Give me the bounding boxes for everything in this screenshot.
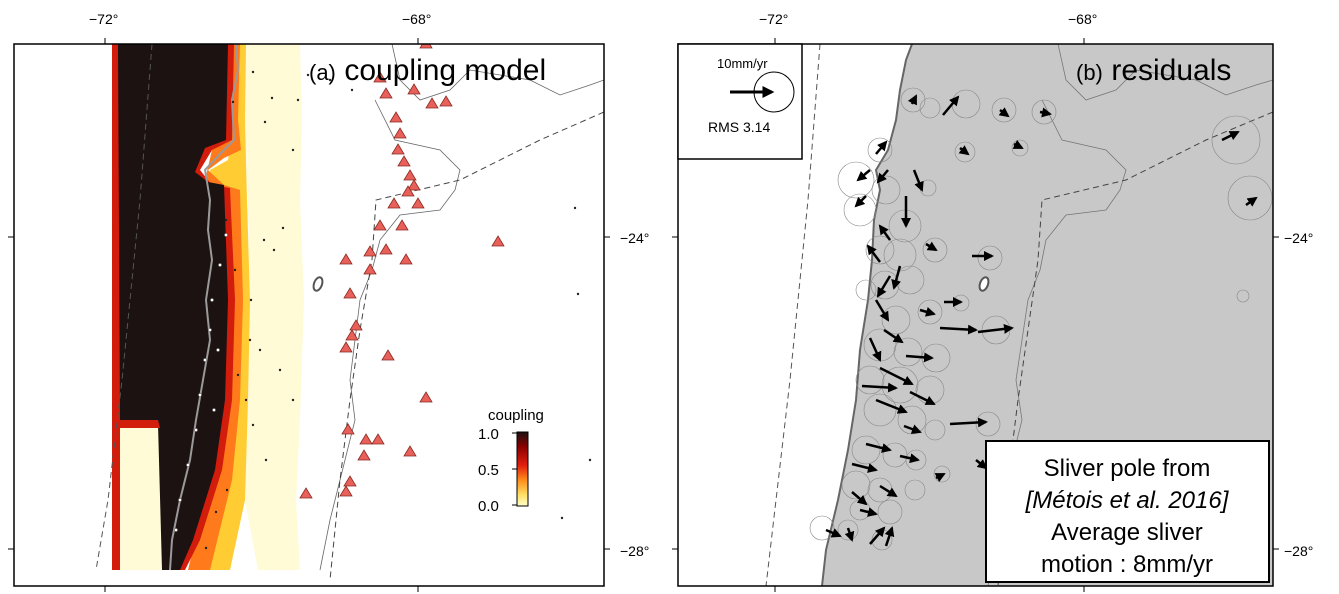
sliver-note-line-3: Average sliver [1051, 519, 1203, 546]
trench-line-b [765, 44, 821, 586]
colorbar-label-mid: 0.5 [478, 462, 499, 479]
dashed-boundary [329, 111, 604, 581]
panel-b-lon-tick-right: −68° [1068, 11, 1097, 27]
sliver-note-box [985, 440, 1270, 583]
panel-a-title-main: coupling model [344, 54, 546, 87]
panel-a-ticks [8, 38, 610, 592]
scale-legend-speed: 10mm/yr [717, 56, 768, 71]
colorbar-title: coupling [488, 407, 544, 424]
panel-b-lon-tick-left: −72° [759, 11, 788, 27]
salar-outline [312, 276, 324, 292]
volcano-triangles [299, 44, 505, 499]
panel-b-lat-tick-24: −24° [1284, 230, 1313, 246]
panel-b-title: (b) residuals [1076, 54, 1231, 87]
scale-legend: 10mm/yr RMS 3.14 [677, 43, 803, 160]
sliver-note: Sliver pole from [Métois et al. 2016] Av… [985, 440, 1270, 583]
scale-legend-rms: RMS 3.14 [708, 119, 770, 135]
panel-b-ticks [672, 38, 1279, 592]
panel-a-title: (a) coupling model [309, 54, 546, 87]
sliver-note-line-4: motion : 8mm/yr [1041, 551, 1213, 578]
sliver-note-line-1: Sliver pole from [1044, 455, 1211, 482]
panel-b: −72° −68° −24° −28° (b) residuals 10mm/y… [672, 11, 1313, 592]
border-lines [319, 44, 604, 571]
trench-line [95, 44, 153, 571]
coastline [169, 44, 240, 571]
panel-b-title-main: residuals [1111, 54, 1231, 87]
coastal-stations [174, 233, 228, 532]
panel-b-lat-tick-28: −28° [1284, 543, 1313, 559]
panel-a-lon-tick-right: −68° [402, 11, 431, 27]
residual-arrows [825, 94, 1258, 547]
error-ellipses [809, 87, 1273, 551]
panel-b-title-prefix: (b) [1076, 60, 1103, 85]
lat-tick-24: −24° [620, 230, 649, 246]
panel-b-frame [677, 43, 1274, 587]
colorbar-scale [516, 431, 529, 507]
lat-tick-28: −28° [620, 543, 649, 559]
sliver-note-line-2: [Métois et al. 2016] [1025, 487, 1230, 514]
coupling-field [112, 44, 304, 570]
station-dots [204, 70, 592, 550]
scale-legend-box [677, 43, 803, 160]
colorbar: coupling 1.0 0.5 0.0 [478, 407, 544, 515]
panel-a-title-prefix: (a) [309, 60, 336, 85]
panel-a-lon-tick-left: −72° [89, 11, 118, 27]
colorbar-label-min: 0.0 [478, 498, 499, 515]
panel-a-frame [13, 43, 605, 587]
panel-a: −72° −68° (a) coupling model coupling 1.… [8, 11, 610, 592]
colorbar-label-max: 1.0 [478, 426, 499, 443]
